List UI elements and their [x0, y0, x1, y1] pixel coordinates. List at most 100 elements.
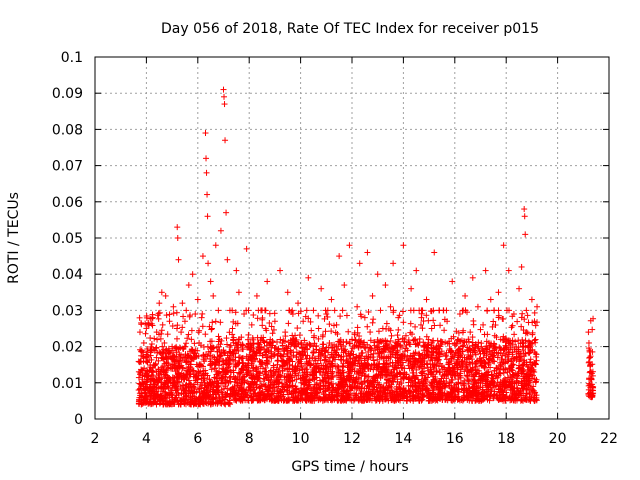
data-point — [336, 253, 343, 260]
data-point — [142, 399, 149, 406]
data-point — [217, 227, 224, 234]
data-point — [166, 376, 173, 383]
data-point — [175, 401, 182, 408]
data-point — [268, 323, 275, 330]
data-point — [469, 274, 476, 281]
data-point — [163, 312, 170, 319]
data-point — [149, 387, 156, 394]
data-point — [294, 325, 301, 332]
data-point — [193, 389, 200, 396]
data-point — [437, 322, 444, 329]
data-point — [173, 309, 180, 316]
data-point — [354, 324, 361, 331]
data-point — [511, 331, 518, 338]
data-point — [170, 310, 177, 317]
x-tick-label: 18 — [497, 431, 515, 447]
data-point — [365, 308, 372, 315]
data-point — [490, 318, 497, 325]
data-point — [586, 354, 593, 361]
data-point — [144, 348, 151, 355]
data-point — [179, 324, 186, 331]
data-point — [264, 278, 271, 285]
data-point — [169, 323, 176, 330]
data-point — [199, 323, 206, 330]
data-point — [174, 224, 181, 231]
data-point — [169, 380, 176, 387]
y-tick-label: 0.08 — [52, 122, 83, 138]
data-point — [143, 325, 150, 332]
data-point — [259, 322, 266, 329]
data-point — [407, 320, 414, 327]
data-point — [330, 322, 337, 329]
data-point — [155, 357, 162, 364]
data-point — [220, 400, 227, 407]
data-point — [212, 318, 219, 325]
y-tick-label: 0.05 — [52, 231, 83, 247]
data-point — [263, 360, 270, 367]
data-point — [220, 350, 227, 357]
data-point — [200, 371, 207, 378]
data-point — [176, 351, 183, 358]
data-point — [305, 274, 312, 281]
data-point — [183, 340, 190, 347]
data-point — [487, 296, 494, 303]
data-point — [177, 345, 184, 352]
data-point — [170, 374, 177, 381]
data-point — [218, 389, 225, 396]
data-point — [374, 271, 381, 278]
data-point — [166, 311, 173, 318]
data-point — [135, 374, 142, 381]
data-point — [364, 323, 371, 330]
data-point — [528, 296, 535, 303]
data-point — [193, 361, 200, 368]
data-point — [196, 361, 203, 368]
data-point — [219, 375, 226, 382]
data-point — [171, 344, 178, 351]
data-point — [175, 370, 182, 377]
data-point — [180, 365, 187, 372]
data-point — [224, 256, 231, 263]
data-point — [211, 365, 218, 372]
data-point — [207, 278, 214, 285]
data-point — [203, 169, 210, 176]
data-point — [147, 364, 154, 371]
data-point — [469, 334, 476, 341]
data-point — [328, 328, 335, 335]
data-point — [162, 394, 169, 401]
data-point — [155, 315, 162, 322]
data-point — [142, 330, 149, 337]
data-point — [262, 364, 269, 371]
data-point — [271, 318, 278, 325]
data-point — [431, 249, 438, 256]
data-point — [148, 320, 155, 327]
data-point — [156, 349, 163, 356]
data-point — [195, 369, 202, 376]
data-point — [282, 329, 289, 336]
data-point — [158, 289, 165, 296]
data-point — [158, 327, 165, 334]
data-point — [585, 339, 592, 346]
data-point — [418, 369, 425, 376]
data-point — [166, 393, 173, 400]
data-point — [198, 314, 205, 321]
data-point — [194, 296, 201, 303]
data-point — [215, 307, 222, 314]
data-point — [153, 354, 160, 361]
data-point — [199, 382, 206, 389]
data-point — [354, 303, 361, 310]
data-point — [331, 307, 338, 314]
data-point — [157, 335, 164, 342]
data-point — [332, 329, 339, 336]
data-point — [139, 379, 146, 386]
data-point — [223, 209, 230, 216]
data-point — [295, 300, 302, 307]
data-point — [474, 303, 481, 310]
x-tick-label: 4 — [142, 431, 151, 447]
data-point — [202, 130, 209, 137]
data-point — [200, 390, 207, 397]
data-point — [221, 101, 228, 108]
data-point — [436, 307, 443, 314]
data-point — [250, 311, 257, 318]
data-point — [198, 375, 205, 382]
data-point — [222, 383, 229, 390]
